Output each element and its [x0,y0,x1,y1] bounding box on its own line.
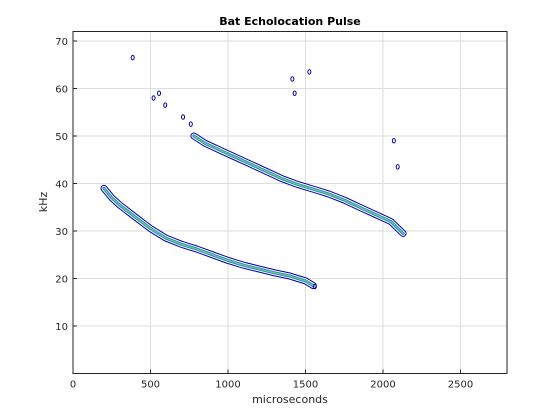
grid [72,31,507,374]
contour-blob [391,138,396,144]
y-axis-label: kHz [37,192,50,213]
y-tick-label: 30 [55,227,68,238]
ridge-harmonic [190,132,407,237]
contour-blob [188,121,193,127]
contour-level-core [103,187,314,286]
axis-ticks: 0 500 1000 1500 2000 2500 10 20 30 40 50 60 70 [55,37,473,391]
contour-blob [157,90,162,96]
contour-blob [163,102,168,108]
x-tick-label: 2500 [448,380,473,391]
y-tick-label: 40 [55,180,68,191]
y-tick-label: 20 [55,275,68,286]
contour-blob [151,95,156,101]
x-tick-label: 1500 [293,380,318,391]
ridge-fundamental [100,184,317,290]
y-tick-label: 50 [55,132,68,143]
contour-level-core [193,135,404,234]
contour-blob [181,114,186,120]
y-tick-label: 70 [55,37,68,48]
x-tick-label: 2000 [370,380,395,391]
contour-outline [100,184,317,290]
x-tick-label: 0 [70,380,76,391]
contour-series [100,54,407,290]
contour-blob [290,76,295,82]
contour-blob [395,164,400,170]
plot-frame [72,31,508,374]
contour-blob [307,69,312,75]
chart-title: Bat Echolocation Pulse [219,15,361,28]
x-tick-label: 1000 [215,380,240,391]
contour-blob [312,283,317,290]
x-axis-label: microseconds [252,393,328,406]
contour-blob [130,54,135,61]
contour-blob [292,90,297,96]
y-tick-label: 60 [55,85,68,96]
y-tick-label: 10 [55,322,68,333]
x-tick-label: 500 [141,380,160,391]
